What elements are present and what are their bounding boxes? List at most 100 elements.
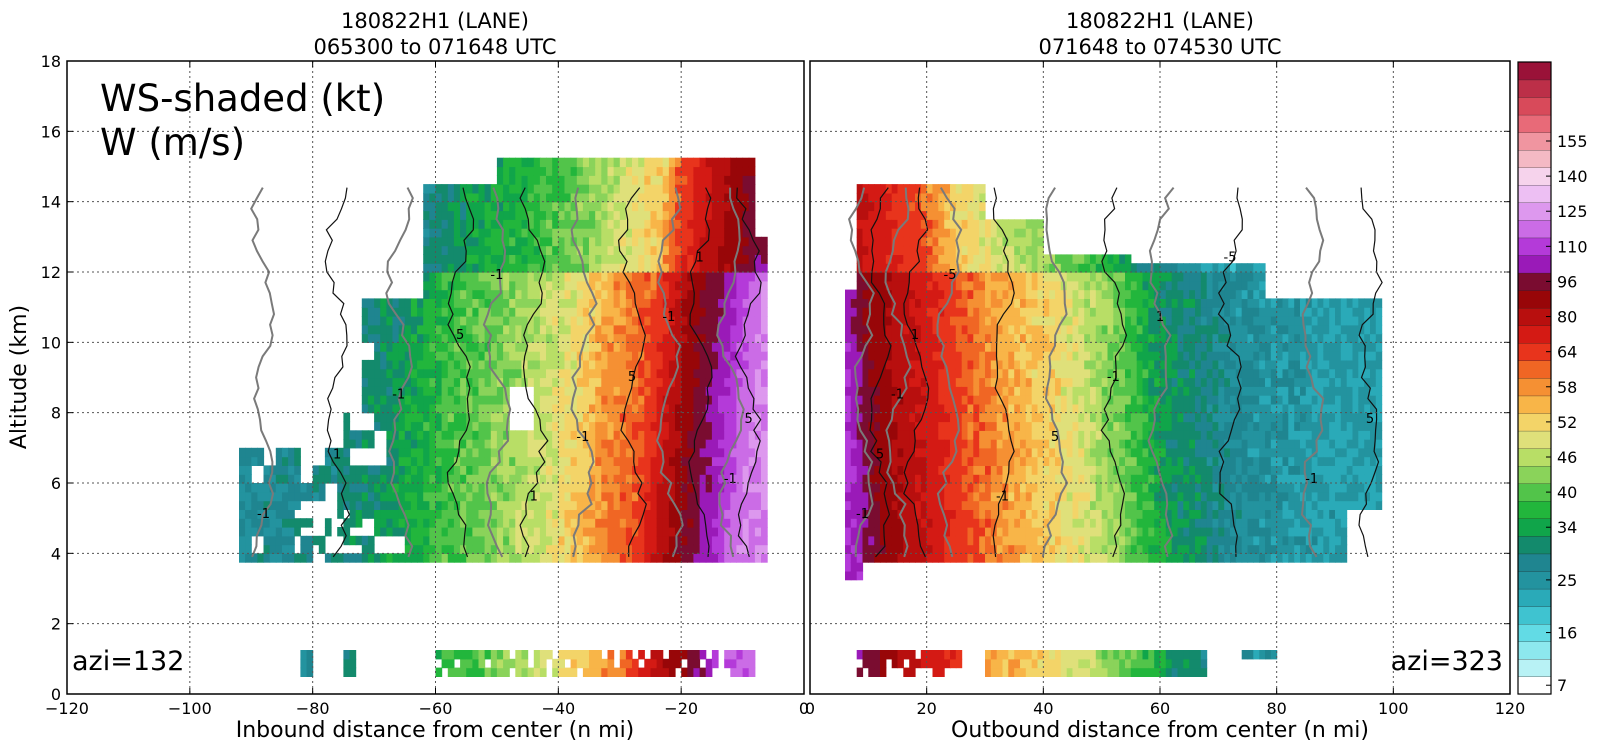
wind-speed-cell xyxy=(515,456,522,466)
wind-speed-cell xyxy=(1002,245,1009,255)
wind-speed-cell xyxy=(392,403,400,414)
wind-speed-cell xyxy=(693,280,701,291)
wind-speed-cell xyxy=(868,201,875,212)
wind-speed-cell xyxy=(337,527,344,537)
wind-speed-cell xyxy=(736,272,744,282)
wind-speed-cell xyxy=(1043,254,1050,264)
wind-speed-cell xyxy=(754,368,762,379)
wind-speed-cell xyxy=(730,166,737,176)
wind-speed-cell xyxy=(460,324,467,335)
wind-speed-cell xyxy=(897,359,904,370)
wind-speed-cell xyxy=(693,535,701,546)
wind-speed-cell xyxy=(1008,289,1015,299)
wind-speed-cell xyxy=(613,474,621,484)
wind-speed-cell xyxy=(850,333,858,343)
wind-speed-cell xyxy=(245,527,252,537)
wind-speed-cell xyxy=(490,342,498,352)
wind-speed-cell xyxy=(926,289,934,299)
wind-speed-cell xyxy=(460,272,467,282)
wind-speed-cell xyxy=(693,298,701,308)
wind-speed-cell xyxy=(478,236,486,247)
wind-speed-cell xyxy=(601,245,608,255)
wind-speed-cell xyxy=(754,421,762,431)
wind-speed-cell xyxy=(294,491,301,502)
wind-speed-cell xyxy=(1043,263,1050,273)
wind-speed-cell xyxy=(668,166,676,176)
wind-speed-cell xyxy=(527,316,535,326)
wind-speed-cell xyxy=(496,324,504,335)
wind-speed-cell xyxy=(484,500,492,510)
wind-speed-cell xyxy=(699,192,707,203)
wind-speed-cell xyxy=(973,236,980,247)
left-subtitle: 065300 to 071648 UTC xyxy=(313,35,556,59)
wind-speed-cell xyxy=(503,263,510,273)
wind-speed-cell xyxy=(601,219,608,229)
wind-speed-cell xyxy=(484,386,492,396)
wind-speed-cell xyxy=(950,412,957,423)
wind-speed-cell xyxy=(1002,263,1009,273)
wind-speed-cell xyxy=(515,667,522,677)
wind-speed-cell xyxy=(546,553,553,563)
wind-speed-cell xyxy=(891,245,899,255)
wind-speed-cell xyxy=(460,342,467,352)
wind-speed-cell xyxy=(435,254,443,264)
wind-speed-cell xyxy=(496,412,504,423)
wind-speed-cell xyxy=(675,483,682,493)
wind-speed-cell xyxy=(903,553,910,563)
wind-speed-cell xyxy=(724,333,731,343)
wind-speed-cell xyxy=(1008,421,1015,431)
wind-speed-cell xyxy=(275,447,283,458)
wind-speed-cell xyxy=(985,421,992,431)
wind-speed-cell xyxy=(564,298,572,308)
wind-speed-cell xyxy=(441,316,449,326)
wind-speed-cell xyxy=(955,483,963,493)
wind-speed-cell xyxy=(564,333,572,343)
wind-speed-cell xyxy=(257,509,265,519)
wind-speed-cell xyxy=(675,157,682,168)
wind-speed-cell xyxy=(1031,403,1039,414)
wind-speed-cell xyxy=(1031,421,1039,431)
wind-speed-cell xyxy=(856,324,864,335)
wind-speed-cell xyxy=(687,535,694,546)
wind-speed-cell xyxy=(985,430,992,440)
wind-speed-cell xyxy=(1072,421,1079,431)
wind-speed-cell xyxy=(920,236,928,247)
wind-speed-cell xyxy=(1008,368,1015,379)
wind-speed-cell xyxy=(754,465,762,475)
wind-speed-cell xyxy=(880,263,887,273)
wind-speed-cell xyxy=(294,527,301,537)
wind-speed-cell xyxy=(1037,280,1044,291)
wind-speed-cell xyxy=(730,483,737,493)
wind-speed-cell xyxy=(668,333,676,343)
wind-speed-cell xyxy=(570,307,578,317)
wind-speed-cell xyxy=(632,544,639,554)
wind-speed-cell xyxy=(897,553,904,563)
wind-speed-cell xyxy=(891,465,899,475)
wind-speed-cell xyxy=(1037,272,1044,282)
wind-speed-cell xyxy=(466,263,473,273)
wind-speed-cell xyxy=(736,465,744,475)
wind-speed-cell xyxy=(429,377,437,387)
wind-speed-cell xyxy=(915,553,922,563)
wind-speed-cell xyxy=(607,650,615,660)
wind-speed-cell xyxy=(632,509,639,519)
wind-speed-cell xyxy=(675,254,682,264)
wind-speed-cell xyxy=(856,403,864,414)
wind-speed-cell xyxy=(398,553,406,563)
wind-speed-cell xyxy=(466,439,473,449)
wind-speed-cell xyxy=(558,219,565,229)
wind-speed-cell xyxy=(539,324,547,335)
wind-speed-cell xyxy=(466,491,473,502)
wind-speed-cell xyxy=(509,535,516,546)
wind-speed-cell xyxy=(245,535,252,546)
wind-speed-cell xyxy=(718,166,725,176)
wind-speed-cell xyxy=(656,333,664,343)
wind-speed-cell xyxy=(644,157,651,168)
wind-speed-cell xyxy=(687,342,694,352)
wind-speed-cell xyxy=(687,474,694,484)
wind-speed-cell xyxy=(1014,430,1021,440)
wind-speed-cell xyxy=(607,544,615,554)
wind-speed-cell xyxy=(638,439,645,449)
wind-speed-cell xyxy=(576,184,584,194)
wind-speed-cell xyxy=(318,491,326,502)
